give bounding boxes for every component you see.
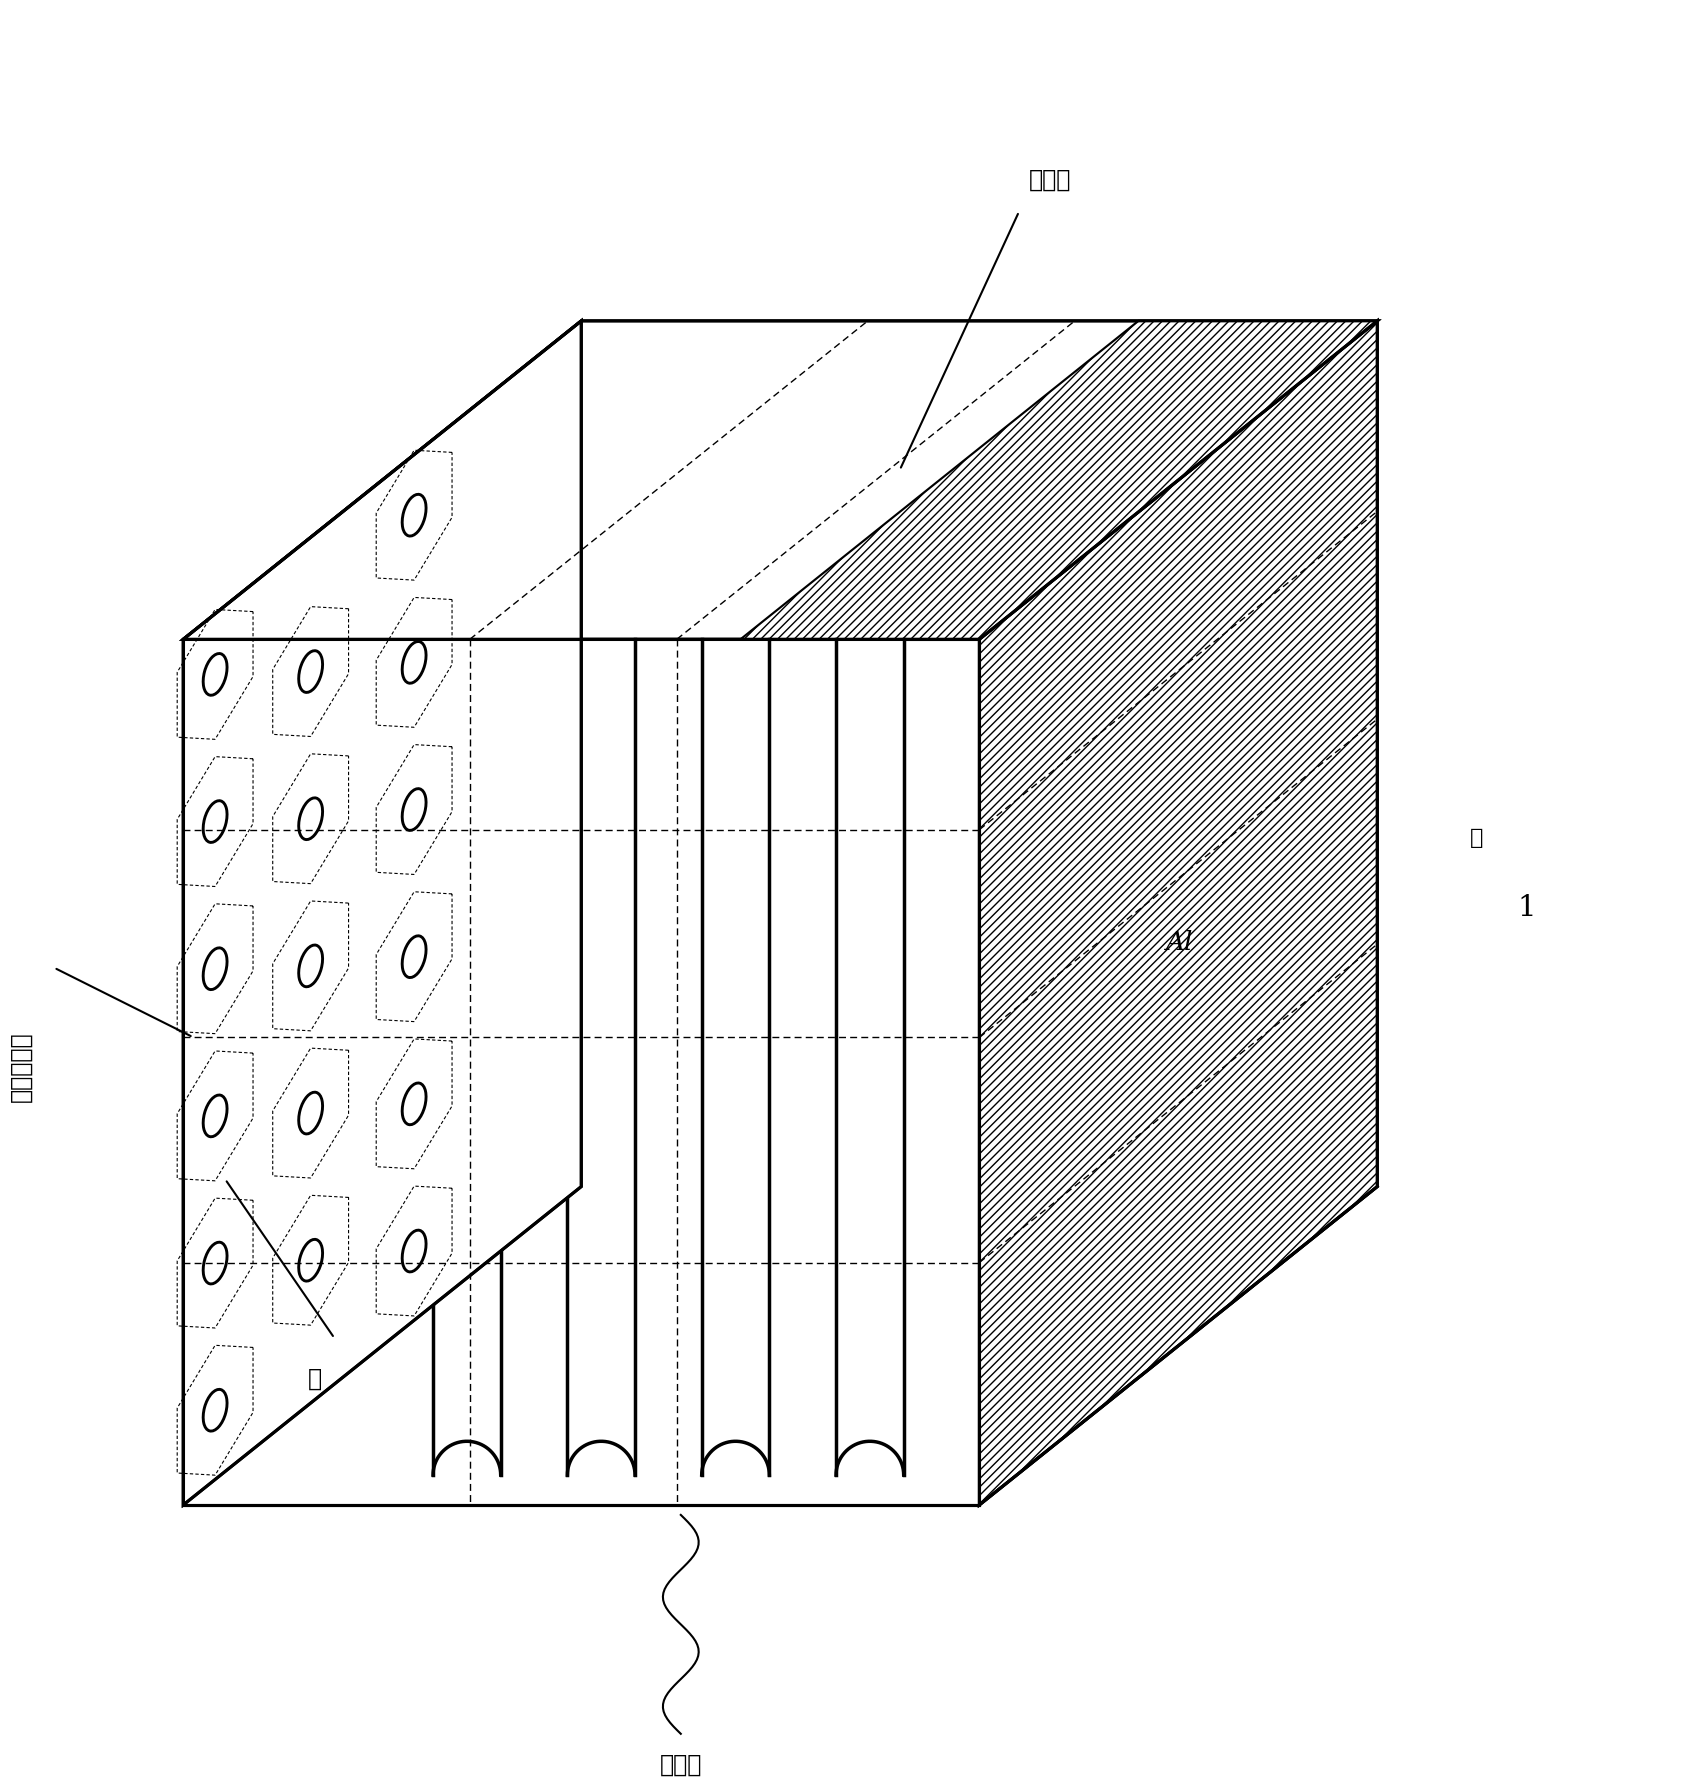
Ellipse shape: [204, 801, 227, 842]
Polygon shape: [432, 640, 501, 1475]
Polygon shape: [979, 320, 1378, 1505]
Ellipse shape: [402, 789, 426, 830]
Text: 图: 图: [1470, 828, 1484, 849]
Text: Al: Al: [1164, 930, 1193, 955]
Polygon shape: [567, 640, 636, 1475]
Text: 多孔层: 多孔层: [659, 1754, 701, 1777]
Polygon shape: [183, 320, 582, 1505]
Ellipse shape: [299, 651, 323, 692]
Text: 阻挡层: 阻挡层: [1029, 168, 1071, 191]
Ellipse shape: [204, 948, 227, 989]
Text: 六角柱单元: 六角柱单元: [8, 1032, 32, 1103]
Text: 1: 1: [1517, 894, 1536, 923]
Ellipse shape: [204, 1094, 227, 1137]
Ellipse shape: [299, 946, 323, 987]
Ellipse shape: [204, 654, 227, 696]
Ellipse shape: [402, 935, 426, 978]
Ellipse shape: [402, 1084, 426, 1125]
Ellipse shape: [299, 797, 323, 840]
Polygon shape: [183, 640, 979, 1505]
Polygon shape: [701, 640, 769, 1475]
Text: 孔: 孔: [308, 1368, 321, 1391]
Ellipse shape: [204, 1243, 227, 1284]
Ellipse shape: [402, 493, 426, 536]
Polygon shape: [836, 640, 903, 1475]
Ellipse shape: [204, 1389, 227, 1430]
Ellipse shape: [402, 642, 426, 683]
Polygon shape: [740, 320, 1378, 640]
Ellipse shape: [299, 1092, 323, 1134]
Ellipse shape: [299, 1239, 323, 1280]
Polygon shape: [183, 320, 582, 1505]
Polygon shape: [979, 320, 1378, 1505]
Ellipse shape: [402, 1230, 426, 1271]
Polygon shape: [183, 640, 979, 1505]
Polygon shape: [183, 320, 1378, 640]
Polygon shape: [183, 320, 1378, 640]
